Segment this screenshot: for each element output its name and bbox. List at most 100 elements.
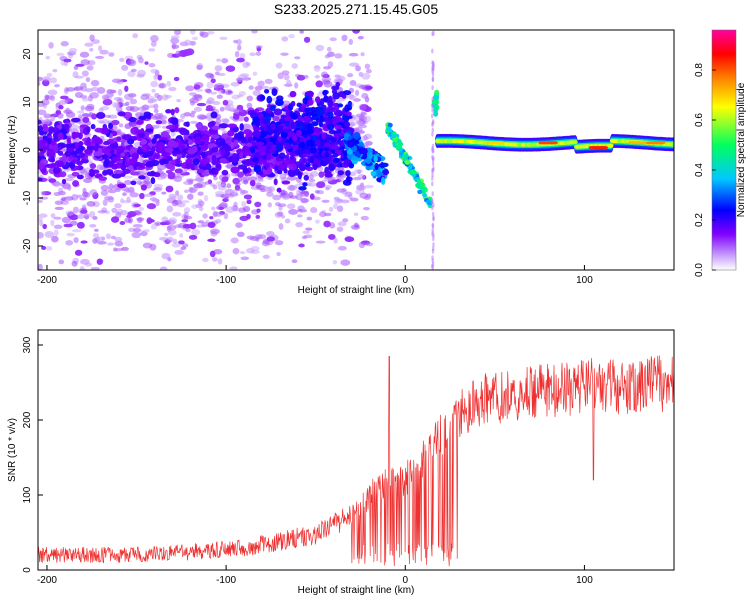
spectrogram-band-blob: [201, 134, 210, 143]
spectrogram-noise-blob: [161, 252, 171, 260]
spectrogram-noise-blob: [329, 37, 337, 42]
spectrogram-noise-blob: [221, 57, 228, 64]
colorbar-tick-label: 0.4: [694, 163, 705, 177]
spectrogram-noise-blob: [255, 214, 261, 219]
y-tick-label: -20: [22, 238, 33, 253]
spectrogram-noise-blob: [53, 181, 61, 188]
colorbar-ticks: 0.0 0.2 0.4 0.6 0.8: [694, 63, 716, 277]
x-tick-label: 0: [402, 575, 408, 586]
spectrogram-descent-blob: [351, 145, 358, 153]
spectrogram-band-blob: [205, 163, 212, 171]
spectrogram-vertical-blob: [431, 85, 434, 91]
spectrogram-band-blob: [208, 168, 214, 174]
spectrogram-noise-blob: [171, 42, 176, 50]
spectrogram-noise-blob: [66, 87, 76, 92]
spectrogram-noise-blob: [349, 62, 360, 67]
y-tick-label: 10: [22, 96, 33, 108]
spectrogram-noise-blob: [84, 215, 90, 220]
spectrogram-noise-blob: [179, 233, 184, 238]
spectrogram-noise-blob: [234, 182, 241, 186]
spectrogram-noise-blob: [286, 79, 292, 87]
spectrogram-streak-blob: [398, 141, 404, 147]
spectrogram-band-blob: [163, 152, 168, 159]
spectrogram-drift-blob: [328, 136, 337, 142]
spectrogram-vertical-blob: [431, 131, 434, 137]
spectrogram-noise-blob: [209, 216, 214, 220]
spectrogram-drift-blob: [332, 153, 339, 158]
spectrogram-band-blob: [150, 177, 156, 185]
spectrogram-noise-blob: [217, 184, 227, 191]
spectrogram-band-blob: [170, 117, 179, 125]
spectrogram-drift-blob: [347, 103, 352, 109]
spectrogram-noise-blob: [75, 75, 84, 79]
spectrogram-noise-blob: [183, 180, 194, 185]
spectrogram-noise-blob: [80, 59, 90, 66]
spectrogram-band-blob: [297, 171, 303, 180]
spectrogram-band-blob: [165, 125, 176, 130]
spectrogram-noise-blob: [354, 169, 363, 174]
spectrogram-streak-blob: [417, 189, 423, 195]
spectrogram-noise-blob: [88, 210, 96, 218]
spectrogram-drift-blob: [334, 109, 343, 116]
spectrogram-noise-blob: [237, 94, 244, 98]
spectrogram-noise-blob: [148, 62, 156, 68]
spectrogram-band-blob: [130, 180, 137, 186]
spectrogram-noise-blob: [161, 94, 169, 101]
spectrogram-noise-blob: [241, 201, 247, 208]
spectrogram-descent-blob: [361, 147, 368, 155]
spectrogram-band-blob: [345, 169, 351, 177]
spectrogram-vertical-blob: [431, 77, 435, 83]
spectrogram-noise-blob: [129, 171, 140, 176]
spectrogram-band-blob: [121, 134, 132, 141]
spectrogram-noise-blob: [119, 57, 125, 62]
spectrogram-vertical-blob: [432, 242, 435, 248]
spectrogram-descent-blob: [343, 132, 349, 141]
spectrogram-noise-blob: [338, 176, 345, 183]
spectrogram-noise-blob: [142, 229, 150, 233]
spectrogram-drift-blob: [302, 97, 309, 105]
spectrogram-noise-blob: [189, 97, 199, 104]
spectrogram-noise-blob: [198, 200, 205, 207]
spectrogram-band-blob: [221, 169, 229, 176]
spectrogram-noise-blob: [101, 94, 110, 101]
spectrogram-noise-blob: [105, 233, 111, 240]
spectrogram-noise-blob: [51, 235, 59, 243]
spectrogram-noise-blob: [105, 114, 112, 119]
spectrogram-noise-blob: [204, 181, 211, 185]
spectrogram-noise-blob: [348, 95, 357, 101]
spectrogram-noise-blob: [150, 223, 157, 230]
snr-marks: [38, 355, 674, 567]
spectrogram-noise-blob: [52, 69, 58, 73]
spectrogram-noise-blob: [107, 196, 115, 203]
spectrogram-noise-blob: [276, 252, 281, 257]
spectrogram-noise-blob: [46, 72, 53, 78]
spectrogram-band-blob: [116, 136, 122, 141]
spectrogram-noise-blob: [277, 203, 287, 207]
spectrogram-noise-blob: [161, 191, 167, 195]
spectrogram-band-blob: [71, 117, 81, 123]
spectrogram-band-blob: [115, 145, 126, 153]
spectrogram-noise-blob: [237, 171, 245, 178]
spectrogram-drift-blob: [298, 141, 306, 148]
spectrogram-drift-blob: [290, 100, 296, 107]
spectrogram-drift-blob: [337, 103, 344, 108]
spectrogram-band-blob: [138, 175, 146, 180]
spectrogram-drift-blob: [289, 154, 295, 160]
spectrogram-band-blob: [53, 166, 61, 175]
spectrogram-noise-blob: [224, 90, 234, 95]
spectrogram-band-blob: [146, 171, 157, 177]
spectrogram-drift-blob: [299, 106, 305, 112]
spectrogram-noise-blob: [38, 263, 43, 270]
spectrogram-drift-blob: [314, 96, 321, 104]
spectrogram-band-blob: [38, 125, 43, 133]
spectrogram-streak-blob: [404, 160, 410, 165]
spectrogram-noise-blob: [66, 232, 75, 237]
spectrogram-band-blob: [218, 123, 229, 129]
spectrogram-band-blob: [46, 149, 56, 157]
spectrogram-drift-blob: [328, 119, 333, 124]
spectrogram-noise-blob: [48, 178, 57, 183]
spectrogram-noise-blob: [211, 206, 216, 211]
spectrogram-noise-blob: [333, 203, 339, 210]
spectrogram-band-blob: [328, 163, 335, 172]
